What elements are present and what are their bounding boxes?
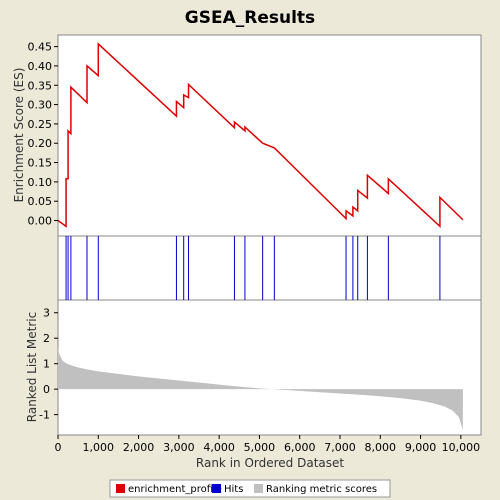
es-y-tick-label: 0.40: [28, 60, 53, 73]
metric-y-tick-label: 2: [43, 332, 50, 345]
enrichment-profile-line: [57, 42, 464, 229]
x-tick-label: 6,000: [284, 441, 316, 454]
metric-y-tick-label: -1: [39, 409, 50, 422]
legend-swatch-hits: [212, 484, 221, 493]
x-axis-label: Rank in Ordered Dataset: [196, 456, 344, 470]
legend-label-hits: Hits: [224, 484, 243, 495]
es-y-tick-label: 0.15: [28, 157, 53, 170]
ranking-metric-area: [58, 348, 463, 430]
legend-label-enrichment-profile: enrichment_profile: [128, 484, 222, 495]
legend-label-ranking-metric: Ranking metric scores: [266, 484, 377, 495]
es-y-tick-label: 0.00: [28, 215, 53, 228]
legend-swatch-ranking-metric: [254, 484, 263, 493]
plot-area-background: [57, 34, 482, 436]
es-y-axis: 0.00 0.05 0.10 0.15 0.20 0.25 0.30 0.35 0.40 0.45: [28, 41, 58, 228]
metric-y-axis: -1 0 1 2 3: [39, 307, 58, 422]
legend-box: [109, 479, 391, 498]
es-y-tick-label: 0.25: [28, 118, 53, 131]
es-y-tick-label: 0.30: [28, 99, 53, 112]
es-y-axis-label: Enrichment Score (ES): [12, 68, 26, 203]
es-y-tick-label: 0.10: [28, 176, 53, 189]
x-tick-label: 10,000: [442, 441, 481, 454]
x-tick-label: 3,000: [163, 441, 195, 454]
metric-y-tick-label: 0: [43, 383, 50, 396]
x-tick-label: 4,000: [203, 441, 235, 454]
enrichment-profile-series: [57, 42, 464, 229]
x-tick-label: 5,000: [244, 441, 276, 454]
es-y-tick-label: 0.35: [28, 79, 53, 92]
metric-y-tick-label: 1: [43, 358, 50, 371]
x-tick-label: 7,000: [324, 441, 356, 454]
x-tick-label: 8,000: [365, 441, 397, 454]
x-tick-label: 2,000: [123, 441, 155, 454]
hits-series: [65, 236, 441, 300]
x-tick-label: 0: [55, 441, 62, 454]
es-y-tick-label: 0.45: [28, 41, 53, 54]
x-tick-label: 1,000: [83, 441, 115, 454]
metric-area-series: [58, 348, 463, 430]
chart-title: GSEA_Results: [185, 8, 315, 28]
metric-y-tick-label: 3: [43, 307, 50, 320]
legend: enrichment_profile Hits Ranking metric s…: [109, 479, 391, 498]
x-tick-label: 9,000: [405, 441, 437, 454]
x-axis: 0 1,000 2,000 3,000 4,000 5,000 6,000 7,000 8,00…: [55, 435, 481, 454]
metric-y-axis-label: Ranked List Metric: [25, 312, 39, 422]
es-y-tick-label: 0.05: [28, 195, 53, 208]
legend-swatch-enrichment-profile: [116, 484, 125, 493]
es-y-tick-label: 0.20: [28, 137, 53, 150]
